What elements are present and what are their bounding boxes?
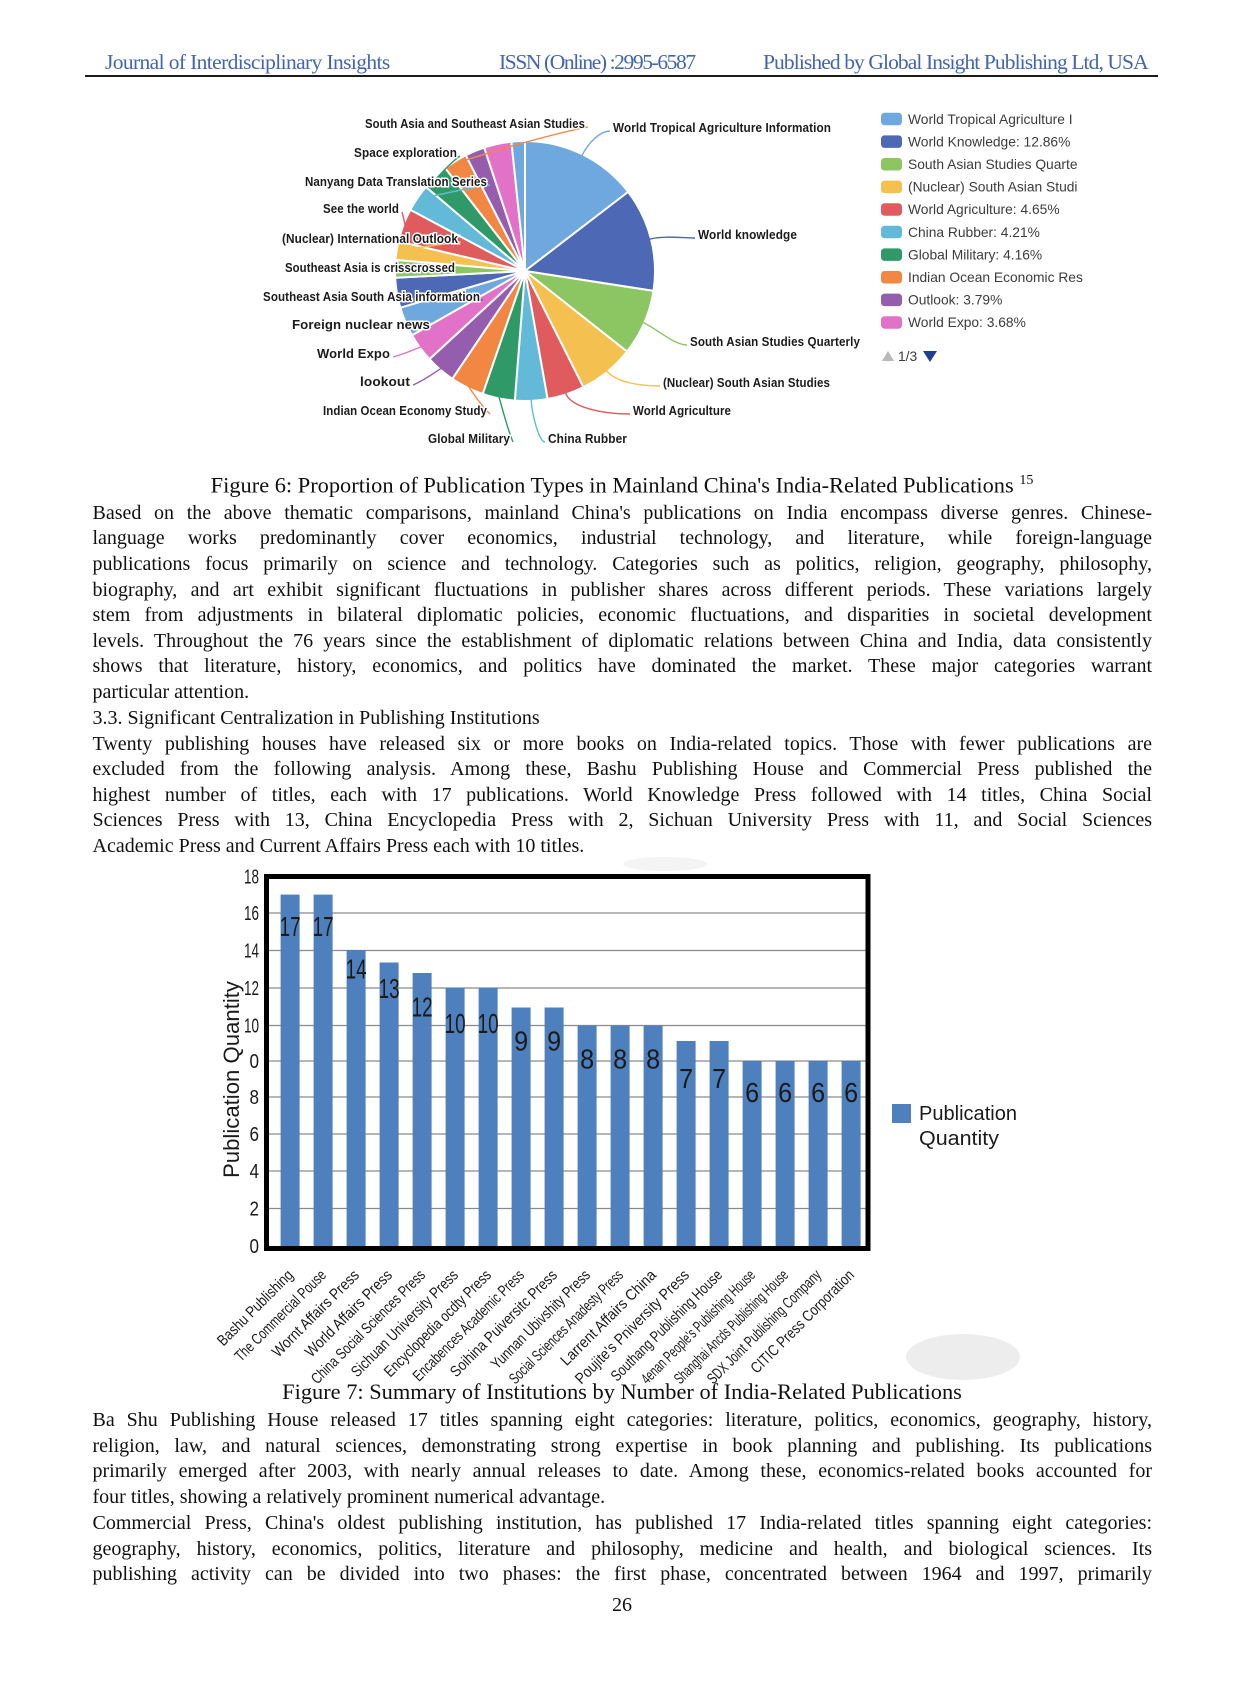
svg-text:Nanyang Data Translation Serie: Nanyang Data Translation Series <box>305 174 487 189</box>
svg-text:Publication: Publication <box>919 1103 1017 1125</box>
svg-text:Global Military: Global Military <box>428 431 511 446</box>
svg-text:4: 4 <box>250 1161 260 1183</box>
svg-text:7: 7 <box>679 1063 693 1094</box>
svg-text:Southeast Asia is crisscrossed: Southeast Asia is crisscrossed <box>285 260 455 275</box>
svg-text:Space exploration: Space exploration <box>354 145 457 160</box>
svg-text:0: 0 <box>250 1051 260 1073</box>
svg-text:Publication Quantity: Publication Quantity <box>219 981 244 1178</box>
svg-text:12: 12 <box>412 992 433 1023</box>
svg-text:10: 10 <box>478 1008 499 1039</box>
svg-text:Foreign nuclear news: Foreign nuclear news <box>292 317 430 332</box>
svg-text:17: 17 <box>313 911 334 942</box>
svg-text:Outlook: 3.79%: Outlook: 3.79% <box>908 293 1002 308</box>
svg-text:World knowledge: World knowledge <box>698 227 797 242</box>
svg-text:8: 8 <box>580 1044 594 1075</box>
svg-text:lookout: lookout <box>360 374 411 389</box>
svg-text:10: 10 <box>445 1008 466 1039</box>
svg-text:6: 6 <box>745 1077 759 1108</box>
svg-text:World Expo: 3.68%: World Expo: 3.68% <box>908 315 1026 330</box>
svg-text:South Asian Studies Quarterly: South Asian Studies Quarterly <box>690 334 861 349</box>
svg-text:13: 13 <box>379 973 400 1004</box>
svg-text:18: 18 <box>244 867 259 889</box>
svg-text:8: 8 <box>250 1087 260 1109</box>
svg-text:China Rubber: 4.21%: China Rubber: 4.21% <box>908 225 1040 240</box>
svg-text:See the world: See the world <box>323 201 399 216</box>
svg-text:Indian Ocean Economy Study: Indian Ocean Economy Study <box>323 403 488 418</box>
svg-text:17: 17 <box>280 911 301 942</box>
svg-text:Global Military: 4.16%: Global Military: 4.16% <box>908 247 1042 262</box>
svg-text:6: 6 <box>844 1077 858 1108</box>
svg-text:7: 7 <box>712 1063 726 1094</box>
svg-text:1/3: 1/3 <box>898 349 918 364</box>
svg-text:10: 10 <box>244 1016 259 1038</box>
svg-text:(Nuclear) South Asian Studies: (Nuclear) South Asian Studies <box>663 375 830 390</box>
svg-text:12: 12 <box>244 978 259 1000</box>
svg-text:South Asian Studies Quarte: South Asian Studies Quarte <box>908 157 1078 172</box>
svg-text:9: 9 <box>547 1026 561 1057</box>
svg-text:(Nuclear) South Asian Studi: (Nuclear) South Asian Studi <box>908 180 1077 195</box>
svg-text:World Tropical Agriculture Inf: World Tropical Agriculture Information <box>613 120 831 135</box>
svg-text:(Nuclear) International Outloo: (Nuclear) International Outlook <box>282 231 459 246</box>
svg-text:China Rubber: China Rubber <box>548 431 627 446</box>
svg-text:14: 14 <box>244 941 259 963</box>
svg-text:World Tropical Agriculture I: World Tropical Agriculture I <box>908 112 1073 127</box>
svg-text:6: 6 <box>778 1077 792 1108</box>
svg-text:14: 14 <box>346 954 367 985</box>
svg-text:South Asia and Southeast Asian: South Asia and Southeast Asian Studies <box>365 116 585 131</box>
svg-text:Quantity: Quantity <box>919 1128 999 1150</box>
svg-text:Southeast Asia South Asia info: Southeast Asia South Asia information <box>263 289 480 304</box>
svg-text:Indian Ocean Economic Res: Indian Ocean Economic Res <box>908 270 1083 285</box>
svg-text:16: 16 <box>244 903 259 925</box>
svg-text:World Knowledge: 12.86%: World Knowledge: 12.86% <box>908 134 1070 149</box>
svg-text:6: 6 <box>250 1124 260 1146</box>
svg-text:6: 6 <box>811 1077 825 1108</box>
svg-text:0: 0 <box>250 1236 260 1258</box>
svg-text:World Expo: World Expo <box>317 346 390 361</box>
svg-text:2: 2 <box>250 1199 260 1221</box>
svg-text:World Agriculture: World Agriculture <box>633 403 731 418</box>
svg-text:9: 9 <box>514 1026 528 1057</box>
svg-text:8: 8 <box>646 1044 660 1075</box>
svg-text:8: 8 <box>613 1044 627 1075</box>
svg-text:World Agriculture: 4.65%: World Agriculture: 4.65% <box>908 202 1060 217</box>
